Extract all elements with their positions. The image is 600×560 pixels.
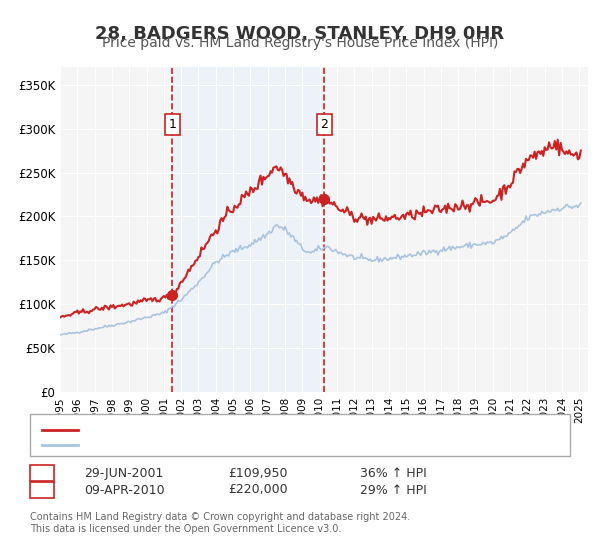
Text: 09-APR-2010: 09-APR-2010 [84, 483, 164, 497]
Text: 29% ↑ HPI: 29% ↑ HPI [360, 483, 427, 497]
Text: 1: 1 [38, 466, 46, 480]
Text: 2: 2 [38, 483, 46, 497]
Text: 36% ↑ HPI: 36% ↑ HPI [360, 466, 427, 480]
Text: 28, BADGERS WOOD, STANLEY, DH9 0HR: 28, BADGERS WOOD, STANLEY, DH9 0HR [95, 25, 505, 43]
Text: Contains HM Land Registry data © Crown copyright and database right 2024.
This d: Contains HM Land Registry data © Crown c… [30, 512, 410, 534]
Text: 2: 2 [320, 118, 328, 130]
Text: £109,950: £109,950 [228, 466, 287, 480]
Text: 29-JUN-2001: 29-JUN-2001 [84, 466, 163, 480]
Bar [172, 67, 325, 392]
Text: 1: 1 [169, 118, 176, 130]
Text: Price paid vs. HM Land Registry's House Price Index (HPI): Price paid vs. HM Land Registry's House … [102, 36, 498, 50]
Text: 28, BADGERS WOOD, STANLEY, DH9 0HR (detached house): 28, BADGERS WOOD, STANLEY, DH9 0HR (deta… [84, 424, 415, 435]
Text: £220,000: £220,000 [228, 483, 287, 497]
Text: HPI: Average price, detached house, County Durham: HPI: Average price, detached house, Coun… [84, 440, 379, 450]
